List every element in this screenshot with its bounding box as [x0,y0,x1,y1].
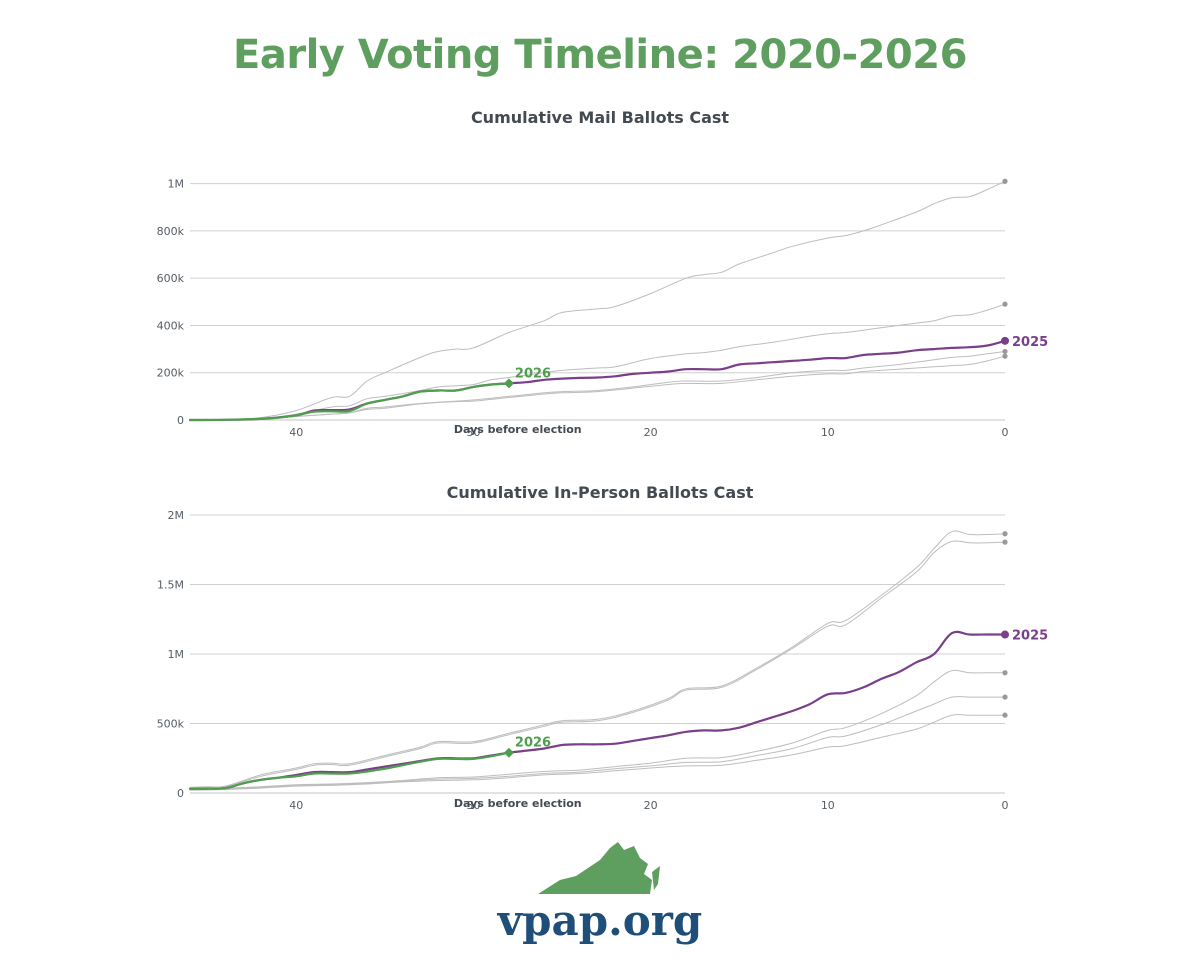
series-end-dot-2025 [1001,630,1009,639]
series-end-dot [1002,178,1008,184]
series-end-dot [1002,539,1008,545]
x-tick-label: 10 [821,799,835,812]
series-end-dot [1002,712,1008,718]
series-line-2026 [188,382,510,422]
y-tick-label: 1M [168,178,185,191]
series-end-marker-2026 [503,747,514,758]
y-tick-label: 1.5M [157,579,184,592]
mail-ballots-chart: 0 200k 400k 600k 800k 1M 40 30 20 10 0 Days before … [157,178,1049,439]
series-end-dot [1002,301,1008,307]
inperson-chart-title: Cumulative In-Person Ballots Cast [446,483,754,502]
x-tick-label: 30 [466,799,480,812]
y-tick-label: 0 [177,787,184,800]
page-title: Early Voting Timeline: 2020-2026 [233,32,967,78]
series-label-2025: 2025 [1012,335,1048,350]
series-line-2025 [188,339,1007,422]
x-tick-label: 40 [289,426,303,439]
y-tick-label: 0 [177,414,184,427]
x-tick-label: 20 [644,799,658,812]
y-tick-label: 600k [157,272,185,285]
series-line-other-year [189,540,1006,789]
series-line-other-year [189,530,1006,788]
series-label-2026: 2026 [515,736,551,751]
x-tick-label: 40 [289,799,303,812]
series-line-other-year [189,355,1006,421]
series-line-other-year [189,180,1006,421]
x-axis-label: Days before election [454,423,582,436]
series-end-marker-2026 [503,378,514,389]
series-label-2025: 2025 [1012,629,1048,644]
x-tick-label: 30 [466,426,480,439]
series-end-dot [1002,353,1008,359]
series-line-2025 [188,630,1007,790]
x-axis-label: Days before election [454,797,582,810]
series-line-other-year [189,669,1006,790]
y-tick-label: 2M [168,509,185,522]
y-tick-label: 200k [157,367,185,380]
inperson-ballots-chart: 0 500k 1M 1.5M 2M 40 30 20 10 0 Days before electi… [157,509,1049,812]
series-end-dot [1002,348,1008,355]
series-line-other-year [189,714,1006,791]
y-tick-label: 400k [157,319,185,332]
series-end-dot-2025 [1001,336,1009,345]
mail-chart-title: Cumulative Mail Ballots Cast [470,108,730,127]
x-tick-label: 10 [821,426,835,439]
y-tick-label: 800k [157,225,185,238]
y-tick-label: 1M [168,648,185,661]
series-end-dot [1002,670,1008,676]
x-tick-label: 0 [1002,799,1009,812]
vpap-logo-text: vpap.org [497,896,703,945]
series-end-dot [1002,531,1008,537]
x-tick-label: 0 [1002,426,1009,439]
series-line-other-year [189,303,1006,421]
x-tick-label: 20 [644,426,658,439]
series-line-other-year [189,696,1006,790]
series-end-dot [1002,694,1008,700]
virginia-state-logo-icon [538,842,660,894]
series-label-2026: 2026 [515,366,551,381]
y-tick-label: 500k [157,718,185,731]
series-line-2026 [188,751,510,790]
